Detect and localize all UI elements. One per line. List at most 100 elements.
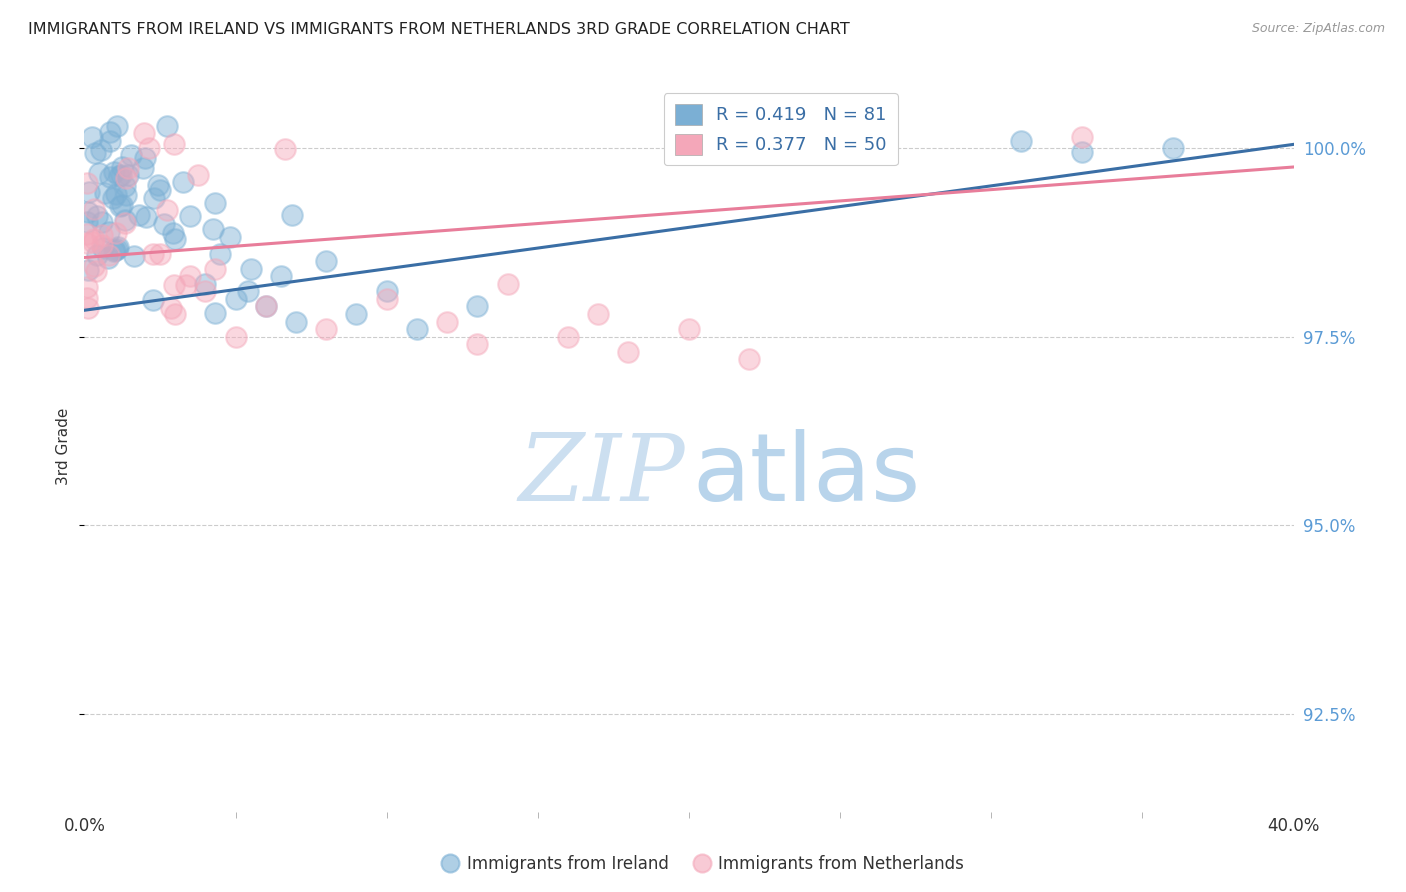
Point bbox=[239, 261, 262, 276]
Point bbox=[149, 246, 172, 260]
Point bbox=[84, 146, 107, 161]
Point bbox=[163, 136, 186, 151]
Point bbox=[194, 277, 217, 291]
Point bbox=[76, 227, 98, 241]
Point bbox=[111, 198, 134, 212]
Point bbox=[219, 229, 242, 244]
Point bbox=[204, 262, 226, 277]
Point bbox=[204, 195, 226, 210]
Point bbox=[124, 249, 146, 263]
Point bbox=[678, 322, 700, 336]
Point bbox=[117, 168, 139, 182]
Point bbox=[315, 322, 337, 336]
Point bbox=[86, 210, 108, 224]
Point bbox=[1161, 141, 1184, 155]
Point bbox=[107, 169, 129, 183]
Point bbox=[406, 322, 429, 336]
Point bbox=[153, 217, 176, 231]
Point bbox=[91, 215, 114, 229]
Legend: Immigrants from Ireland, Immigrants from Netherlands: Immigrants from Ireland, Immigrants from… bbox=[434, 848, 972, 880]
Point bbox=[105, 227, 128, 241]
Point bbox=[94, 186, 117, 200]
Point bbox=[77, 204, 100, 219]
Point bbox=[179, 209, 201, 223]
Point bbox=[467, 337, 489, 351]
Point bbox=[254, 300, 277, 314]
Point bbox=[82, 235, 104, 249]
Point bbox=[91, 241, 114, 255]
Point bbox=[76, 235, 98, 250]
Point bbox=[76, 280, 98, 294]
Point bbox=[738, 352, 761, 367]
Point bbox=[375, 292, 398, 306]
Point bbox=[436, 315, 458, 329]
Point bbox=[103, 244, 125, 259]
Text: atlas: atlas bbox=[693, 429, 921, 521]
Point bbox=[114, 213, 136, 227]
Point bbox=[86, 263, 108, 277]
Text: ZIP: ZIP bbox=[519, 430, 685, 520]
Point bbox=[138, 141, 160, 155]
Point bbox=[270, 269, 292, 284]
Point bbox=[156, 119, 179, 133]
Point bbox=[104, 187, 127, 202]
Point bbox=[98, 135, 121, 149]
Point bbox=[83, 202, 105, 216]
Point bbox=[91, 238, 114, 252]
Point bbox=[149, 183, 172, 197]
Point bbox=[174, 277, 197, 292]
Point bbox=[172, 175, 194, 189]
Point bbox=[103, 191, 125, 205]
Point bbox=[1011, 134, 1033, 148]
Point bbox=[135, 211, 157, 225]
Point bbox=[204, 306, 226, 320]
Y-axis label: 3rd Grade: 3rd Grade bbox=[56, 408, 72, 484]
Point bbox=[97, 247, 120, 261]
Point bbox=[76, 291, 98, 305]
Point bbox=[77, 263, 100, 277]
Point bbox=[97, 252, 120, 266]
Point bbox=[83, 232, 105, 246]
Point bbox=[187, 168, 209, 182]
Point bbox=[557, 329, 579, 343]
Point bbox=[142, 293, 165, 308]
Point bbox=[76, 215, 98, 229]
Point bbox=[98, 170, 121, 185]
Point bbox=[98, 225, 121, 239]
Point bbox=[131, 161, 153, 175]
Point bbox=[104, 243, 127, 257]
Point bbox=[194, 285, 217, 299]
Point bbox=[165, 307, 187, 321]
Point bbox=[82, 130, 104, 145]
Point bbox=[143, 191, 166, 205]
Text: Source: ZipAtlas.com: Source: ZipAtlas.com bbox=[1251, 22, 1385, 36]
Point bbox=[236, 284, 259, 298]
Point bbox=[110, 168, 132, 182]
Point bbox=[100, 125, 122, 139]
Point bbox=[142, 246, 165, 260]
Point bbox=[90, 143, 112, 157]
Point bbox=[375, 285, 398, 299]
Point bbox=[108, 199, 131, 213]
Point bbox=[209, 246, 232, 260]
Point bbox=[103, 165, 125, 179]
Point bbox=[115, 188, 138, 202]
Point bbox=[202, 221, 225, 235]
Point bbox=[107, 240, 129, 254]
Point bbox=[87, 166, 110, 180]
Text: IMMIGRANTS FROM IRELAND VS IMMIGRANTS FROM NETHERLANDS 3RD GRADE CORRELATION CHA: IMMIGRANTS FROM IRELAND VS IMMIGRANTS FR… bbox=[28, 22, 849, 37]
Point bbox=[617, 344, 640, 359]
Point bbox=[105, 119, 128, 133]
Point bbox=[114, 179, 136, 194]
Legend: R = 0.419   N = 81, R = 0.377   N = 50: R = 0.419 N = 81, R = 0.377 N = 50 bbox=[664, 93, 897, 165]
Point bbox=[105, 242, 128, 256]
Point bbox=[285, 315, 308, 329]
Point bbox=[254, 300, 277, 314]
Point bbox=[225, 329, 247, 343]
Point bbox=[179, 268, 201, 283]
Point bbox=[90, 227, 112, 242]
Point bbox=[77, 185, 100, 199]
Point bbox=[117, 161, 139, 175]
Point bbox=[111, 161, 134, 175]
Point bbox=[588, 307, 610, 321]
